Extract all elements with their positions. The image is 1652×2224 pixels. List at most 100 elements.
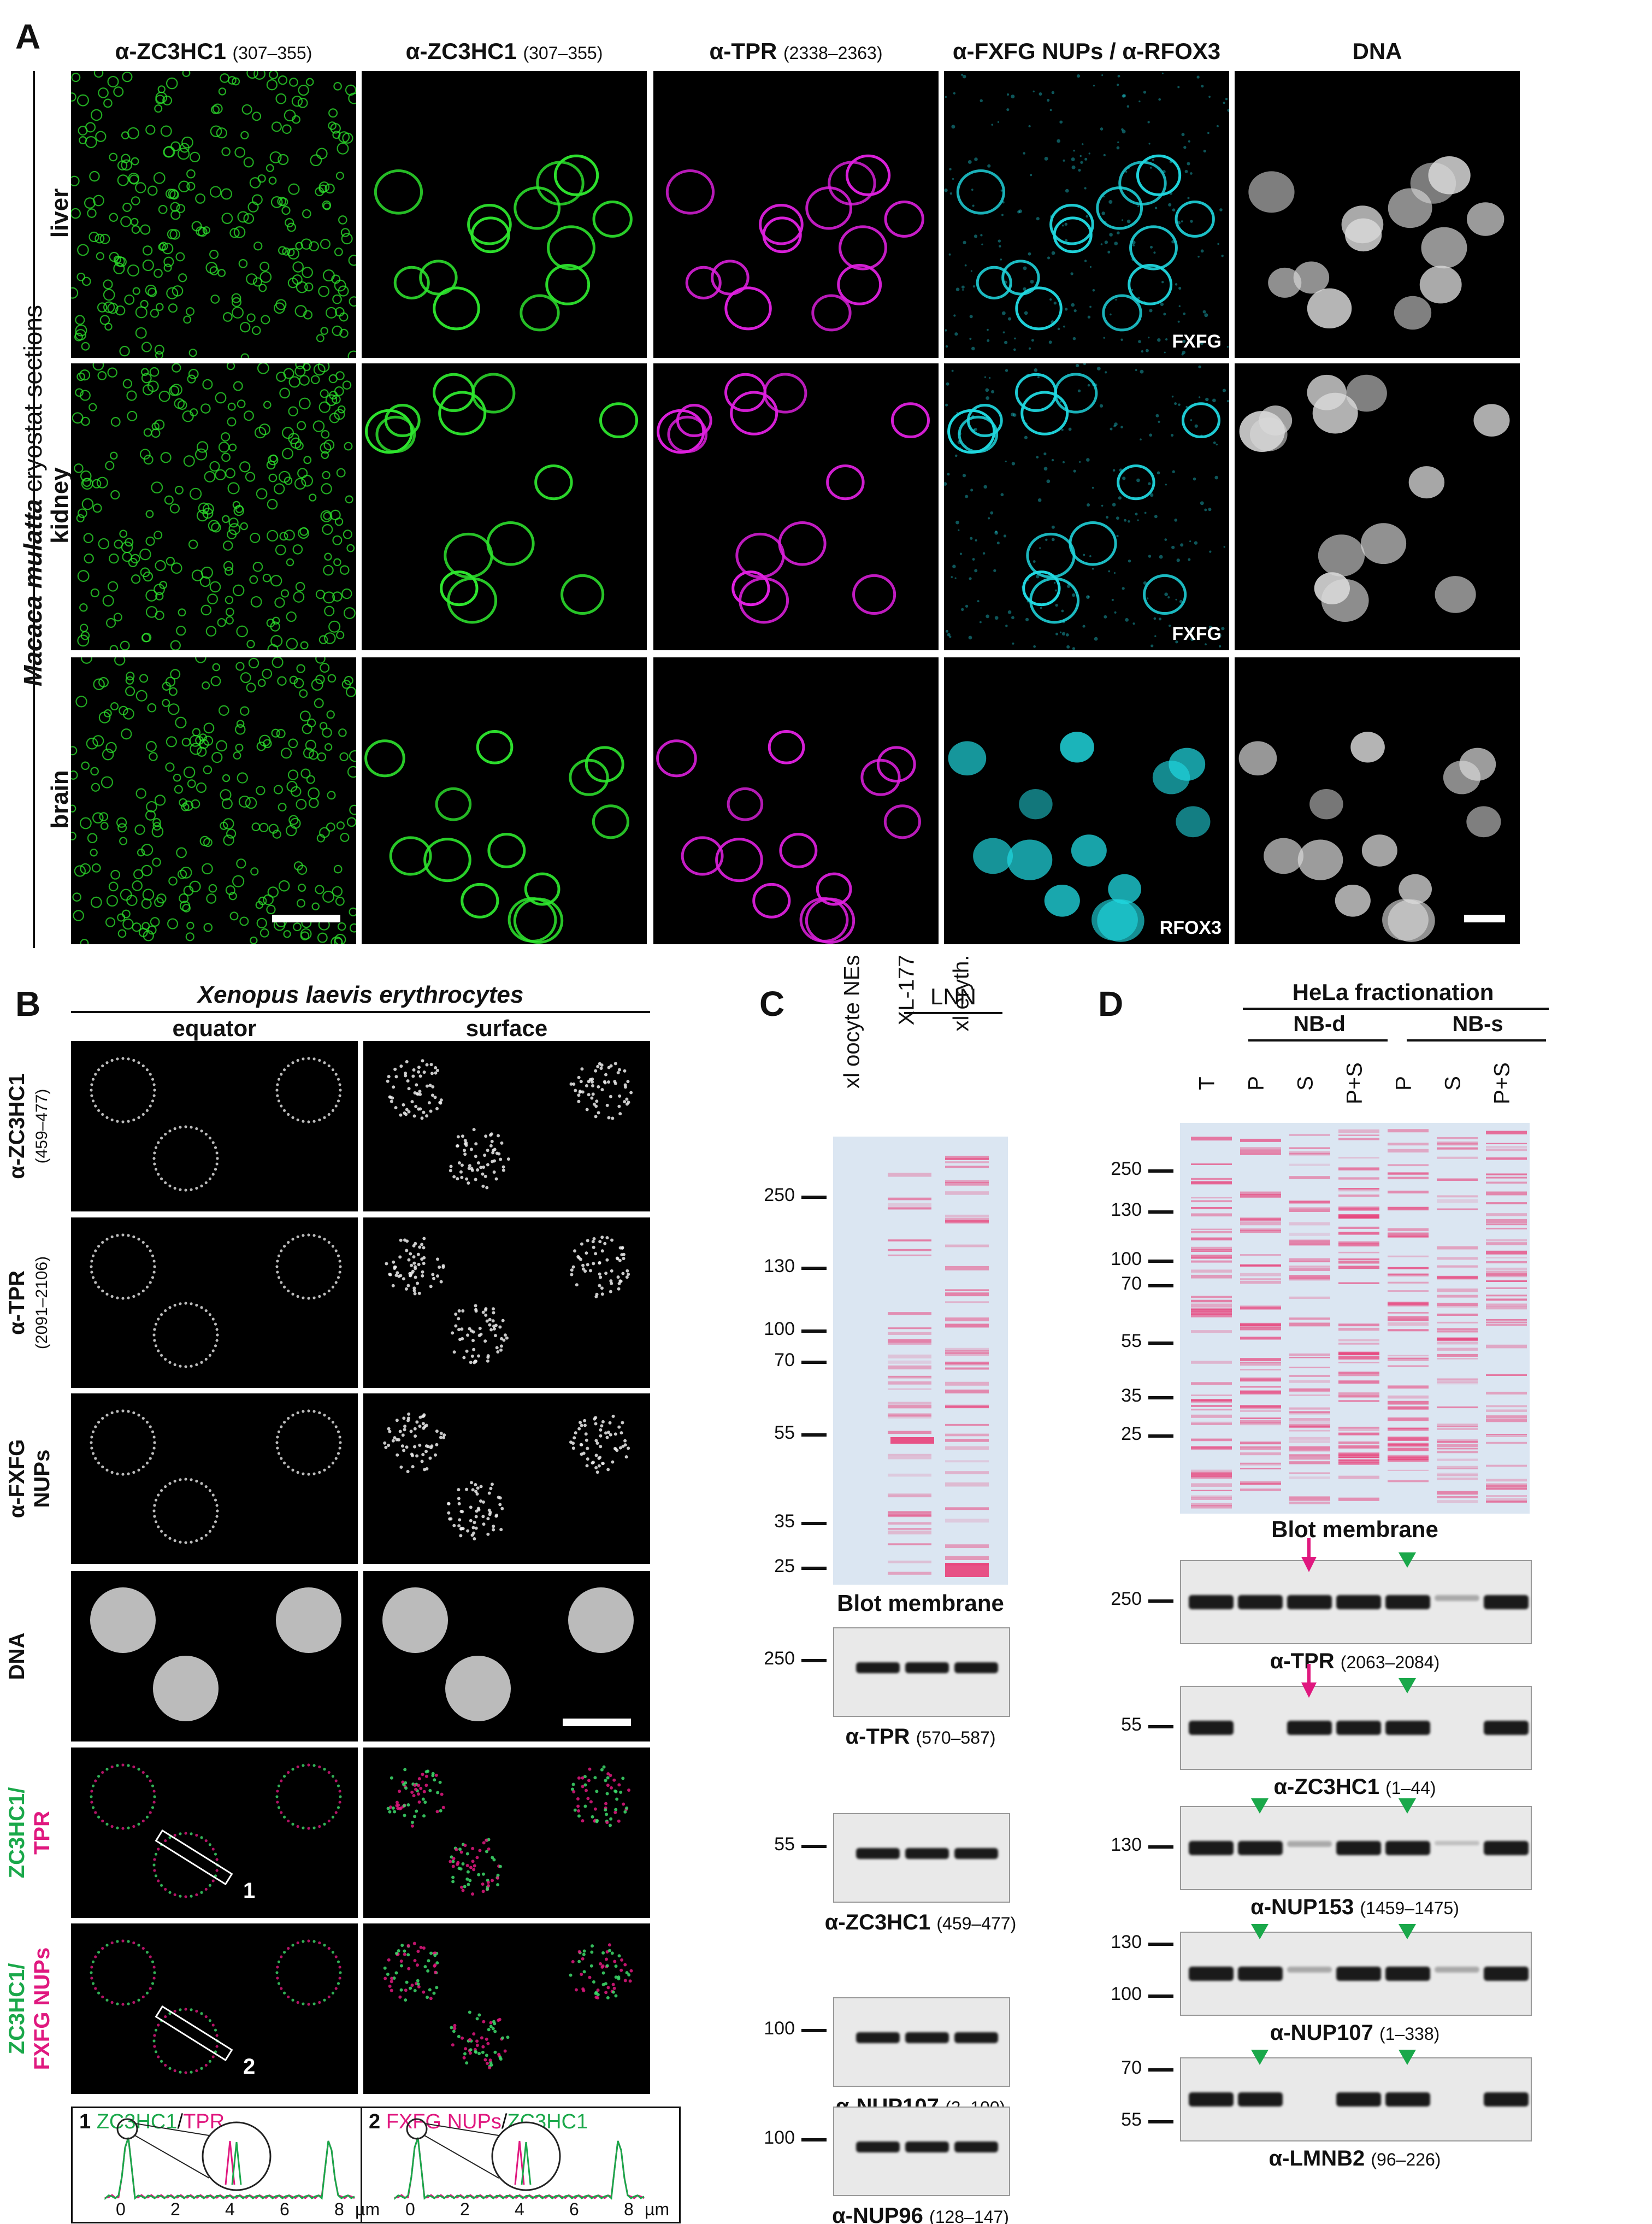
panel-b-row-label-line1: α-TPR bbox=[5, 1270, 29, 1335]
panel-b-micrograph-r5-c1 bbox=[363, 1923, 650, 2094]
panel-d-band bbox=[1484, 1595, 1529, 1609]
panel-d-blot-range: (1–44) bbox=[1385, 1778, 1436, 1798]
panel-b-micrograph-r3-c1 bbox=[363, 1571, 650, 1741]
panel-d-band bbox=[1385, 2092, 1430, 2107]
panel-d-blot-antibody: α-LMNB2 bbox=[1268, 2146, 1365, 2170]
panel-d-membrane bbox=[1180, 1123, 1530, 1514]
panel-a-row-label-liver: liver bbox=[46, 188, 73, 238]
panel-c-band bbox=[905, 1662, 949, 1673]
panel-c-band bbox=[905, 1848, 949, 1859]
panel-d-mw-100: 100 bbox=[1111, 1249, 1142, 1269]
panel-b-plot2-xtick-8: 8 bbox=[624, 2199, 634, 2219]
panel-c-membrane bbox=[833, 1137, 1008, 1585]
panel-a-header-1: α-ZC3HC1 (307–355) bbox=[362, 38, 647, 64]
panel-d-group-rule bbox=[1407, 1039, 1546, 1042]
panel-d-blot-antibody: α-NUP107 bbox=[1270, 2021, 1373, 2045]
panel-b-plot2-xtick-4: 4 bbox=[515, 2199, 524, 2219]
panel-c-mw-tick bbox=[801, 1361, 827, 1364]
panel-d-blot-tick bbox=[1148, 1725, 1173, 1728]
panel-c-blot-2 bbox=[833, 1997, 1010, 2087]
panel-d-lane-3: P+S bbox=[1342, 1062, 1367, 1104]
panel-d-mw-35: 35 bbox=[1121, 1385, 1142, 1406]
panel-c-blot-label-3: α-NUP96 (128–147) bbox=[800, 2204, 1041, 2224]
panel-a-side-rule bbox=[33, 71, 35, 948]
panel-a-micrograph-r1-c1 bbox=[362, 363, 647, 650]
panel-d-blot-label-0: α-TPR (2063–2084) bbox=[1180, 1649, 1530, 1674]
panel-c-mw-tick bbox=[801, 1522, 827, 1525]
panel-b-row-label-line1: ZC3HC1/ bbox=[5, 1787, 29, 1879]
panel-c-blot-antibody: α-NUP96 bbox=[832, 2204, 923, 2224]
panel-d-letter: D bbox=[1098, 984, 1124, 1023]
panel-b-micrograph-r3-c0 bbox=[71, 1571, 358, 1741]
panel-c-blot-0 bbox=[833, 1627, 1010, 1717]
panel-d-lane-0: T bbox=[1195, 1076, 1219, 1090]
panel-c-blot-mw-0: 250 bbox=[764, 1648, 795, 1669]
panel-c-blot-range: (128–147) bbox=[929, 2207, 1009, 2224]
panel-c-blot-mw-2: 100 bbox=[764, 2018, 795, 2039]
panel-d-band bbox=[1189, 1721, 1234, 1735]
panel-c-mw-130: 130 bbox=[764, 1256, 795, 1276]
panel-b-title: Xenopus laevis erythrocytes bbox=[197, 981, 524, 1008]
panel-d-band bbox=[1385, 1721, 1430, 1735]
panel-d-band bbox=[1435, 1967, 1479, 1973]
panel-a-header-0: α-ZC3HC1 (307–355) bbox=[71, 38, 356, 64]
panel-d-mw-250: 250 bbox=[1111, 1158, 1142, 1179]
panel-b-row-label-2: α-FXFG NUPs bbox=[4, 1397, 59, 1561]
panel-a-letter: A bbox=[15, 17, 41, 56]
panel-d-lane-5: S bbox=[1441, 1076, 1465, 1091]
panel-d-mw-25: 25 bbox=[1121, 1423, 1142, 1444]
panel-d-blot-label-2: α-NUP153 (1459–1475) bbox=[1180, 1895, 1530, 1920]
panel-b-plot2-xunit: µm bbox=[645, 2199, 670, 2219]
panel-a-header-range: (2338–2363) bbox=[783, 43, 883, 63]
panel-d-blot-tick bbox=[1148, 1994, 1173, 1998]
panel-d-arrowhead-icon bbox=[1399, 1678, 1416, 1693]
panel-b-plot1-xtick-8: 8 bbox=[334, 2199, 344, 2219]
panel-c-group-rule bbox=[904, 1012, 1002, 1014]
panel-d-group-NB-d: NB-d bbox=[1293, 1012, 1346, 1036]
panel-d-band bbox=[1435, 1595, 1479, 1601]
panel-b-plot-number: 1 bbox=[79, 2110, 91, 2133]
panel-c-mw-tick bbox=[801, 1196, 827, 1199]
panel-b-plot-1: 1 ZC3HC1/TPR bbox=[71, 2107, 391, 2223]
panel-c-blot-tick bbox=[801, 1845, 827, 1848]
panel-a-row-label-kidney: kidney bbox=[46, 467, 73, 544]
panel-d-arrowhead-icon bbox=[1399, 1552, 1416, 1568]
panel-d-band bbox=[1336, 1967, 1381, 1981]
panel-d-arrow-shaft bbox=[1307, 1538, 1311, 1558]
panel-c-blot-tick bbox=[801, 2029, 827, 2032]
panel-b-micrograph-r1-c1 bbox=[363, 1217, 650, 1388]
panel-a-header-4: DNA bbox=[1235, 38, 1520, 64]
panel-c-blot-antibody: α-ZC3HC1 bbox=[824, 1910, 931, 1934]
panel-c-mw-100: 100 bbox=[764, 1319, 795, 1339]
panel-d-blot-label-4: α-LMNB2 (96–226) bbox=[1180, 2146, 1530, 2171]
panel-b-plot2-xtick-2: 2 bbox=[460, 2199, 470, 2219]
panel-d-arrowhead-icon bbox=[1399, 2050, 1416, 2065]
panel-d-mw-tick bbox=[1148, 1434, 1173, 1438]
panel-c-band bbox=[954, 1848, 998, 1859]
panel-d-lane-6: P+S bbox=[1490, 1062, 1514, 1104]
panel-d-blot-antibody: α-TPR bbox=[1270, 1649, 1335, 1673]
panel-c-mw-35: 35 bbox=[774, 1511, 795, 1532]
panel-a-header-2: α-TPR (2338–2363) bbox=[653, 38, 939, 64]
panel-b-plot-title: 2 FXFG NUPs/ZC3HC1 bbox=[369, 2110, 588, 2134]
panel-b-row-label-1: α-TPR (2091–2106) bbox=[4, 1221, 59, 1385]
panel-d-title-rule bbox=[1243, 1008, 1549, 1010]
panel-c-mw-tick bbox=[801, 1433, 827, 1437]
panel-d-arrow-icon bbox=[1301, 1682, 1317, 1698]
panel-d-band bbox=[1238, 1595, 1283, 1609]
panel-d-arrowhead-icon bbox=[1399, 1798, 1416, 1814]
panel-d-membrane-title: Blot membrane bbox=[1271, 1516, 1438, 1542]
panel-c-blot-range: (459–477) bbox=[936, 1914, 1017, 1933]
panel-a-header-main: α-ZC3HC1 bbox=[405, 38, 517, 64]
panel-d-mw-tick bbox=[1148, 1260, 1173, 1263]
panel-d-mw-70: 70 bbox=[1121, 1273, 1142, 1294]
panel-b-micrograph-r2-c0 bbox=[71, 1393, 358, 1564]
panel-d-band bbox=[1435, 1841, 1479, 1845]
panel-a-micrograph-r2-c3: RFOX3 bbox=[944, 657, 1229, 944]
panel-b-micrograph-r1-c0 bbox=[71, 1217, 358, 1388]
panel-c-mw-55: 55 bbox=[774, 1422, 795, 1443]
panel-d-blot-0 bbox=[1180, 1560, 1532, 1644]
panel-d-blot-mw: 130 bbox=[1111, 1834, 1142, 1855]
panel-b-micrograph-r2-c1 bbox=[363, 1393, 650, 1564]
panel-b-letter: B bbox=[15, 984, 41, 1023]
